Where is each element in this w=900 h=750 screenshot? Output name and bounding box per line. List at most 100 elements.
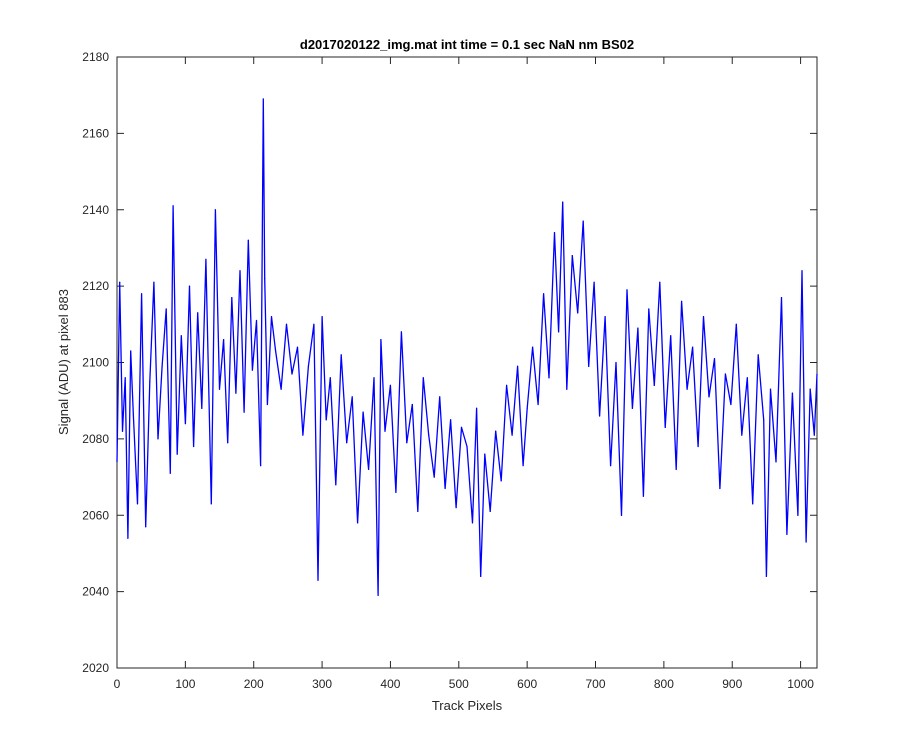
data-point	[582, 220, 584, 222]
data-point	[214, 209, 216, 211]
data-point	[165, 308, 167, 310]
data-point	[791, 392, 794, 394]
data-point	[239, 270, 241, 272]
data-point	[548, 377, 550, 379]
data-point	[593, 281, 595, 283]
chart-title: d2017020122_img.mat int time = 0.1 sec N…	[300, 37, 634, 52]
data-point	[719, 487, 721, 490]
data-point	[801, 270, 803, 272]
signal-line	[116, 98, 818, 597]
data-point	[620, 514, 623, 516]
data-point	[351, 396, 353, 398]
data-point	[460, 426, 463, 428]
data-point	[495, 430, 497, 432]
data-point	[500, 480, 502, 482]
data-point	[235, 392, 237, 394]
data-point	[571, 255, 573, 257]
data-point	[681, 300, 683, 302]
data-point	[686, 388, 688, 390]
y-tick-label: 2120	[82, 279, 109, 293]
data-point	[746, 377, 748, 379]
data-point	[816, 373, 818, 375]
data-point	[193, 445, 195, 448]
data-point	[489, 510, 491, 512]
data-point	[543, 293, 545, 295]
data-point	[291, 373, 293, 375]
data-point	[380, 339, 382, 341]
data-point	[532, 346, 534, 348]
data-point	[713, 358, 716, 360]
y-axis: 2020 2040 2060 2080 2100 2120 2140 2160 2180	[82, 50, 817, 675]
data-point	[121, 430, 124, 432]
data-point	[153, 281, 155, 283]
data-point	[642, 495, 645, 497]
data-point	[466, 445, 468, 448]
data-point	[692, 346, 694, 348]
data-point	[373, 377, 375, 379]
data-point	[724, 373, 727, 375]
data-point	[471, 522, 474, 524]
data-point	[307, 365, 309, 367]
data-point	[675, 468, 677, 470]
data-point	[218, 388, 221, 390]
data-point	[127, 537, 129, 539]
x-tick-label: 100	[175, 677, 195, 691]
data-point	[136, 503, 139, 505]
data-point	[406, 442, 408, 444]
data-point	[599, 415, 601, 417]
data-point	[422, 377, 424, 379]
data-point	[325, 419, 327, 421]
data-point	[176, 453, 178, 455]
data-point	[384, 430, 386, 432]
data-point	[227, 442, 229, 444]
data-point	[400, 331, 402, 333]
x-tick-label: 500	[449, 677, 469, 691]
data-point	[260, 465, 262, 467]
x-tick-label: 600	[517, 677, 537, 691]
data-point	[757, 354, 759, 356]
data-point	[511, 434, 513, 436]
data-point	[411, 403, 413, 406]
data-point	[285, 323, 288, 325]
data-point	[735, 323, 737, 325]
data-point	[553, 232, 556, 234]
x-axis: 0 100 200 300 400 500 600 700 800 900 1000	[114, 57, 814, 691]
data-point	[145, 526, 147, 528]
data-point	[247, 239, 249, 241]
y-tick-label: 2080	[82, 432, 109, 446]
data-point	[205, 258, 207, 260]
data-point	[362, 411, 364, 413]
y-tick-label: 2040	[82, 585, 109, 599]
data-point	[780, 297, 783, 299]
data-point	[116, 461, 118, 463]
data-point	[537, 403, 539, 406]
x-tick-label: 700	[586, 677, 606, 691]
data-point	[610, 465, 612, 467]
data-point	[275, 350, 277, 352]
data-point	[813, 434, 815, 436]
data-point	[775, 461, 777, 463]
data-point	[130, 350, 132, 352]
data-point	[264, 277, 266, 280]
data-point	[433, 476, 435, 478]
data-point	[697, 445, 699, 448]
data-point	[243, 411, 245, 413]
data-point	[188, 285, 191, 287]
data-point	[566, 388, 568, 390]
x-tick-label: 400	[380, 677, 400, 691]
data-point	[765, 575, 768, 578]
data-point	[417, 510, 419, 512]
data-point	[266, 403, 268, 406]
data-point	[321, 316, 323, 318]
y-tick-label: 2160	[82, 126, 109, 140]
data-point	[223, 339, 225, 341]
data-point	[368, 468, 370, 470]
data-point	[476, 407, 478, 409]
x-axis-label: Track Pixels	[432, 698, 503, 713]
data-point	[558, 331, 560, 333]
data-point	[752, 503, 754, 505]
x-tick-label: 200	[244, 677, 264, 691]
x-tick-label: 800	[654, 677, 674, 691]
data-point	[340, 354, 342, 356]
data-point	[251, 369, 253, 371]
